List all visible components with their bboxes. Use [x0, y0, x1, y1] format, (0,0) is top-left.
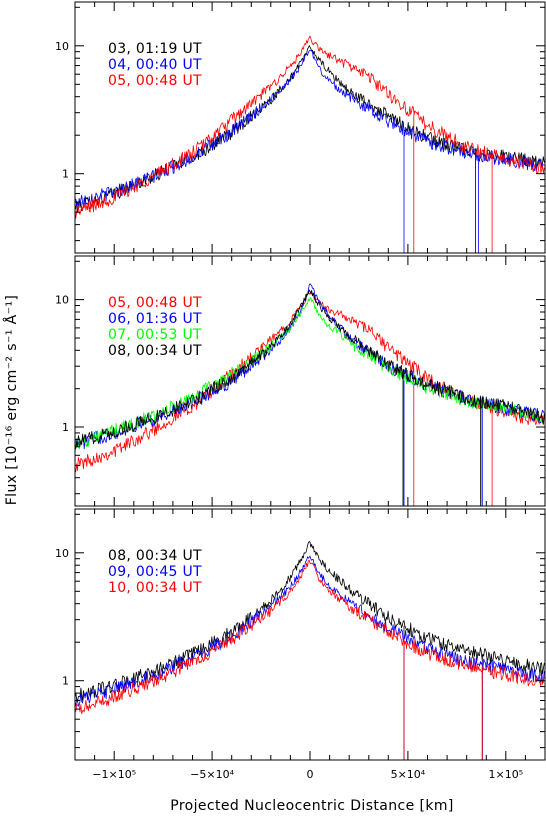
y-tick-label: 1 — [62, 168, 69, 181]
series-line-3 — [75, 559, 545, 760]
legend-entry: 06, 01:36 UT — [108, 311, 202, 327]
series-line-3 — [75, 35, 545, 253]
y-tick-label: 10 — [55, 547, 69, 560]
panel-3: 1 10 −1×10⁵ −5×10⁴ 0 5×10⁴ 1×10⁵ 08, 00:34 UT09… — [55, 508, 546, 781]
legend-entry: 08, 00:34 UT — [108, 343, 202, 359]
x-tick-label: −1×10⁵ — [92, 768, 136, 781]
plot-frame — [74, 1, 546, 254]
series-line-2 — [75, 49, 545, 253]
series-group — [75, 541, 545, 760]
x-tick-label: 0 — [307, 768, 314, 781]
x-tick-label: −5×10⁴ — [190, 768, 234, 781]
series-group — [75, 35, 545, 253]
legend-entry: 07, 00:53 UT — [108, 327, 202, 343]
legend-entry: 03, 01:19 UT — [108, 41, 202, 57]
x-tick-label: 5×10⁴ — [391, 768, 426, 781]
legend-entry: 05, 00:48 UT — [108, 295, 202, 311]
x-axis-label: Projected Nucleocentric Distance [km] — [170, 798, 454, 814]
legend-entry: 04, 00:40 UT — [108, 57, 202, 73]
y-tick-label: 1 — [62, 421, 69, 434]
series-group — [75, 283, 545, 506]
x-tick-label: 1×10⁵ — [488, 768, 523, 781]
legend-entry: 09, 00:45 UT — [108, 564, 202, 580]
y-tick-label: 10 — [55, 294, 69, 307]
y-axis-label: Flux [10⁻¹⁶ erg cm⁻² s⁻¹ Å⁻¹] — [3, 295, 20, 506]
y-tick-label: 10 — [55, 40, 69, 53]
plot-frame — [74, 508, 546, 761]
legend-entry: 05, 00:48 UT — [108, 73, 202, 89]
legend-entry: 10, 00:34 UT — [108, 580, 202, 596]
legend-entry: 08, 00:34 UT — [108, 548, 202, 564]
series-line-4 — [75, 289, 545, 506]
y-tick-label: 1 — [62, 675, 69, 688]
